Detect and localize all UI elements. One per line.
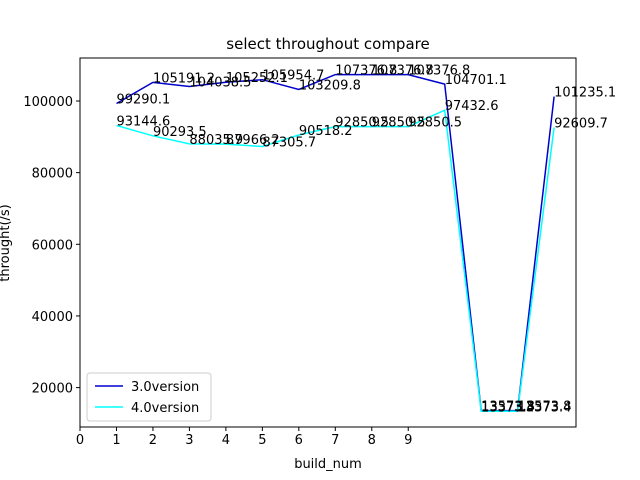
x-tick-label: 0 — [76, 433, 84, 448]
x-tick-label: 3 — [185, 433, 193, 448]
chart-title: select throughout compare — [226, 35, 429, 53]
data-label: 13573.8 — [481, 400, 535, 415]
data-label: 92850.5 — [372, 116, 426, 131]
data-label: 104038.5 — [189, 76, 251, 91]
data-label: 105191.2 — [153, 71, 215, 86]
data-label: 105954.7 — [262, 69, 324, 84]
y-tick-label: 20000 — [32, 382, 73, 397]
data-label: 103209.8 — [299, 78, 361, 93]
x-tick-label: 1 — [112, 433, 120, 448]
series-layer — [116, 73, 555, 413]
data-label: 13373.4 — [518, 400, 572, 415]
x-tick-label: 9 — [404, 433, 412, 448]
data-label: 107376.8 — [372, 64, 434, 79]
y-tick-label: 60000 — [32, 238, 73, 253]
legend-label-series-2: 4.0version — [131, 401, 199, 416]
data-label: 107376.8 — [335, 64, 397, 79]
data-label: 92850.5 — [335, 116, 389, 131]
legend: 3.0version 4.0version — [86, 372, 212, 422]
data-label: 92850.5 — [408, 116, 462, 131]
data-label: 93144.6 — [116, 115, 170, 130]
x-tick-label: 4 — [222, 433, 230, 448]
x-tick-label: 7 — [331, 433, 339, 448]
data-label: 101235.1 — [554, 86, 616, 101]
data-label: 87966.2 — [226, 133, 280, 148]
data-label: 104701.1 — [445, 73, 507, 88]
x-tick-label: 2 — [149, 433, 157, 448]
data-label: 90293.5 — [153, 125, 207, 140]
data-label: 88035.9 — [189, 133, 243, 148]
y-axis-title: throught(/s) — [0, 204, 13, 281]
y-axis: 20000 40000 60000 80000 100000 — [23, 95, 80, 397]
y-tick-label: 100000 — [23, 95, 73, 110]
y-tick-label: 80000 — [32, 167, 73, 182]
series-line-2 — [116, 109, 555, 413]
data-label: 13573.8 — [518, 400, 572, 415]
legend-box — [86, 372, 212, 422]
plot-frame — [79, 57, 577, 428]
data-label: 107376.8 — [408, 64, 470, 79]
data-label: 97432.6 — [445, 99, 499, 114]
legend-label-series-1: 3.0version — [131, 380, 199, 395]
x-tick-label: 5 — [258, 433, 266, 448]
data-label: 105252.1 — [226, 71, 288, 86]
data-label: 90518.2 — [299, 124, 353, 139]
data-labels: 99290.1105191.2104038.5105252.1105954.71… — [116, 64, 616, 416]
x-tick-label: 6 — [295, 433, 303, 448]
data-label: 13373.4 — [481, 400, 535, 415]
x-axis-title: build_num — [294, 457, 362, 472]
x-axis: 0 1 2 3 4 5 6 7 8 9 — [76, 427, 412, 448]
y-tick-label: 40000 — [32, 310, 73, 325]
data-label: 87305.7 — [262, 135, 316, 150]
data-label: 92609.7 — [554, 116, 608, 131]
x-tick-label: 8 — [368, 433, 376, 448]
data-label: 99290.1 — [116, 93, 170, 108]
